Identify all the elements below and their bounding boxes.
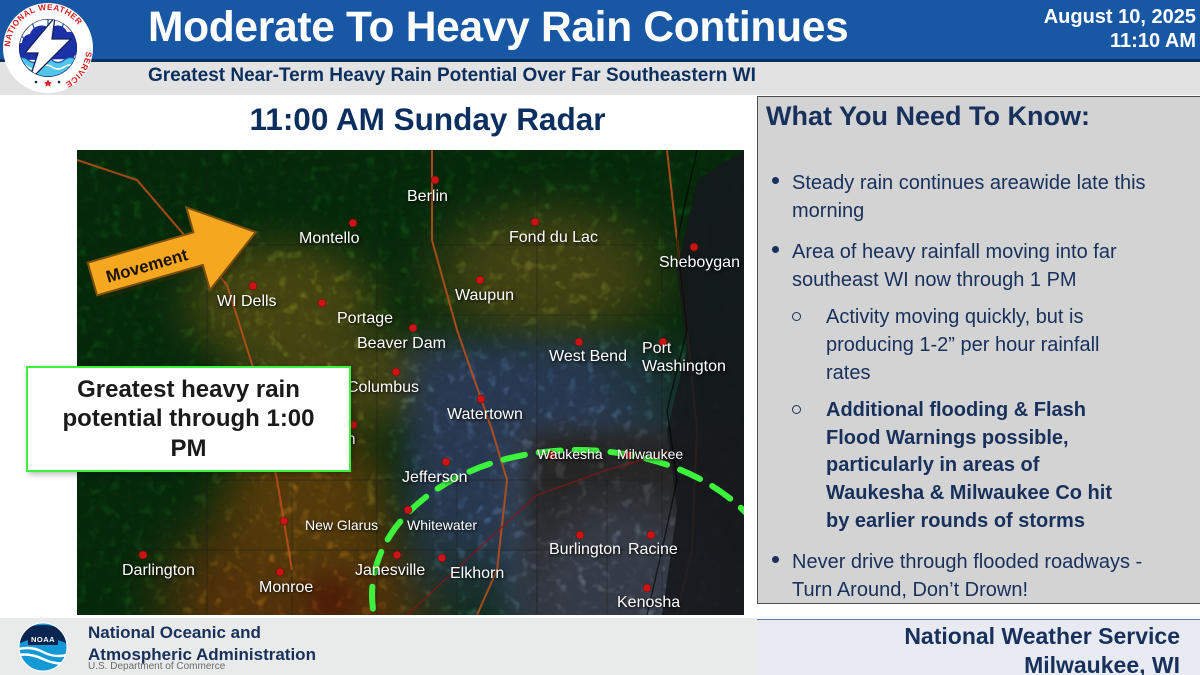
svg-text:NOAA: NOAA	[31, 635, 55, 644]
